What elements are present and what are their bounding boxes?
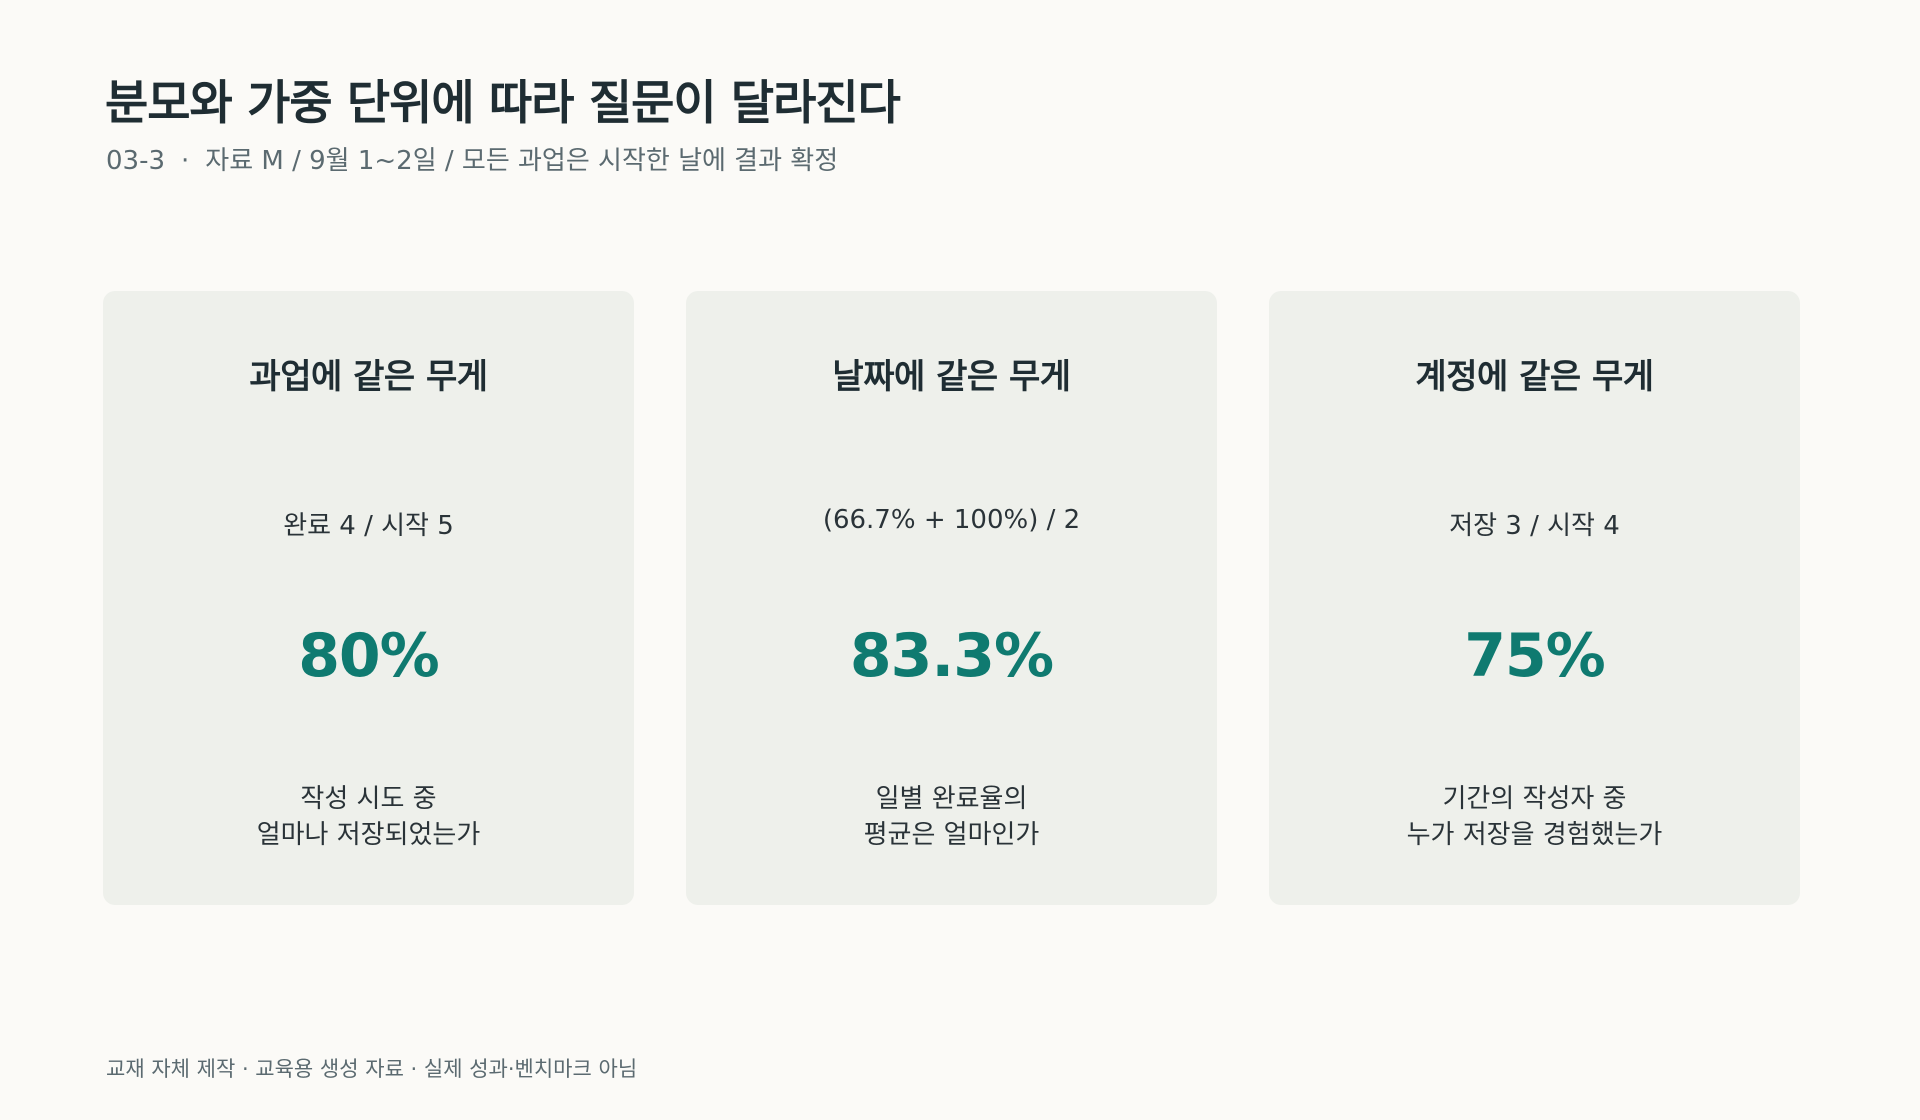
card-question-line: 평균은 얼마인가: [863, 820, 1040, 850]
card-question: 일별 완료율의 평균은 얼마인가: [686, 781, 1217, 853]
footer-note: 교재 자체 제작 · 교육용 생성 자료 · 실제 성과·벤치마크 아님: [106, 1057, 638, 1081]
card-question-line: 누가 저장을 경험했는가: [1406, 820, 1663, 850]
data-description: 자료 M / 9월 1~2일 / 모든 과업은 시작한 날에 결과 확정: [205, 146, 839, 176]
card-account-weight: 계정에 같은 무게 저장 3 / 시작 4 75% 기간의 작성자 중 누가 저…: [1269, 291, 1800, 905]
card-formula: (66.7% + 100%) / 2: [822, 505, 1081, 535]
card-value: 75%: [1464, 621, 1606, 691]
card-value: 80%: [298, 621, 440, 691]
card-task-weight: 과업에 같은 무게 완료 4 / 시작 5 80% 작성 시도 중 얼마나 저장…: [103, 291, 634, 905]
card-question: 기간의 작성자 중 누가 저장을 경험했는가: [1269, 781, 1800, 853]
card-formula: 저장 3 / 시작 4: [1449, 511, 1620, 541]
cards-row: 과업에 같은 무게 완료 4 / 시작 5 80% 작성 시도 중 얼마나 저장…: [103, 291, 1800, 905]
card-title: 과업에 같은 무게: [249, 357, 488, 397]
card-question-line: 작성 시도 중: [300, 784, 437, 814]
card-question: 작성 시도 중 얼마나 저장되었는가: [103, 781, 634, 853]
card-value: 83.3%: [849, 621, 1054, 691]
card-question-line: 기간의 작성자 중: [1442, 784, 1627, 814]
page-title: 분모와 가중 단위에 따라 질문이 달라진다: [105, 76, 901, 131]
card-title: 계정에 같은 무게: [1415, 357, 1654, 397]
subtitle-separator: ·: [181, 146, 190, 176]
card-question-line: 일별 완료율의: [875, 784, 1028, 814]
card-title: 날짜에 같은 무게: [832, 357, 1071, 397]
card-question-line: 얼마나 저장되었는가: [256, 820, 481, 850]
card-date-weight: 날짜에 같은 무게 (66.7% + 100%) / 2 83.3% 일별 완료…: [686, 291, 1217, 905]
subtitle: 03-3 · 자료 M / 9월 1~2일 / 모든 과업은 시작한 날에 결과 확…: [106, 140, 838, 177]
card-formula: 완료 4 / 시작 5: [283, 511, 454, 541]
section-code: 03-3: [106, 146, 166, 176]
